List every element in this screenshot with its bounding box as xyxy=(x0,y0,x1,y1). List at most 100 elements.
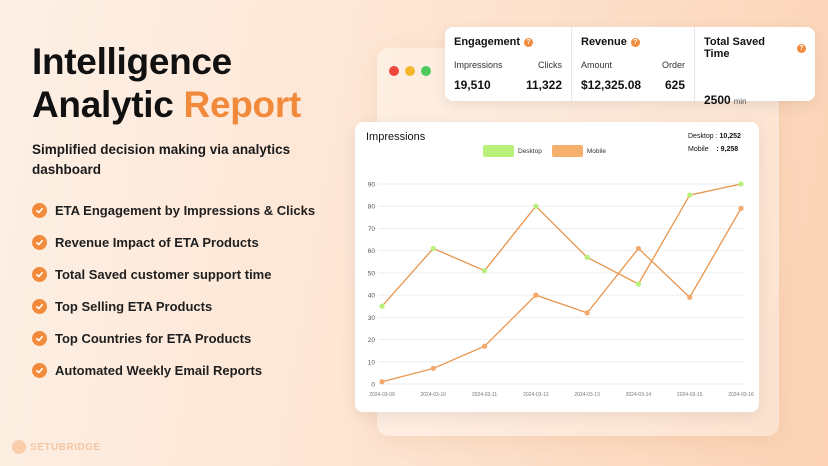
stats-card: Engagement? Impressions Clicks 19,510 11,3… xyxy=(445,27,815,107)
engagement-stat: Engagement? Impressions Clicks 19,510 11,3… xyxy=(445,27,572,101)
data-point-mobile xyxy=(430,365,436,372)
title-accent: Report xyxy=(183,84,302,125)
series-line-mobile xyxy=(381,208,742,383)
feature-label: ETA Engagement by Impressions & Clicks xyxy=(55,202,316,218)
feature-item: Automated Weekly Email Reports xyxy=(32,354,332,386)
maximize-dot-icon[interactable] xyxy=(421,66,431,76)
window-controls xyxy=(389,66,431,76)
data-point-desktop xyxy=(481,268,488,274)
order-value: 625 xyxy=(664,78,685,92)
legend-label: Mobile xyxy=(586,147,607,155)
data-point-mobile xyxy=(533,292,539,298)
check-icon xyxy=(32,202,47,218)
amount-label: Amount xyxy=(581,60,613,70)
chart-legend: Desktop Mobile xyxy=(483,145,606,157)
amount-value: $12,325.08 xyxy=(581,78,642,92)
data-point-desktop xyxy=(635,281,642,287)
y-tick-label: 10 xyxy=(368,359,376,366)
impressions-chart-card: 0 10 20 30 40 50 60 70 80 90 2024-03-09 2024-03-10 2… xyxy=(355,122,759,412)
engagement-title: Engagement xyxy=(454,36,521,48)
y-tick-label: 30 xyxy=(368,315,376,322)
saved-time-unit: min xyxy=(733,97,747,106)
x-tick-label: 2024-03-16 xyxy=(728,392,754,398)
help-icon[interactable]: ? xyxy=(797,43,806,53)
data-point-desktop xyxy=(379,303,385,309)
saved-time-stat: Total Saved Time? 2500 min xyxy=(695,27,815,107)
feature-label: Automated Weekly Email Reports xyxy=(55,362,263,378)
x-tick-label: 2024-03-13 xyxy=(574,392,600,398)
feature-list: ETA Engagement by Impressions & Clicks R… xyxy=(32,194,332,386)
impressions-chart: 0 10 20 30 40 50 60 70 80 90 2024-03-09 2024-03-10 2… xyxy=(368,181,754,398)
feature-item: ETA Engagement by Impressions & Clicks xyxy=(32,194,332,226)
brand-name: SETUBRIDGE xyxy=(30,441,101,453)
clicks-value: 11,322 xyxy=(525,78,562,92)
desktop-total-label: Desktop : xyxy=(688,133,718,140)
revenue-stat: Revenue? Amount Order $12,325.08 625 xyxy=(572,27,695,101)
feature-label: Top Countries for ETA Products xyxy=(55,330,252,346)
check-icon xyxy=(32,266,47,282)
check-icon xyxy=(32,298,47,314)
impressions-value: 19,510 xyxy=(454,78,491,92)
legend-item-mobile[interactable]: Mobile xyxy=(551,145,607,157)
mobile-total-value: : 9,258 xyxy=(716,146,739,153)
brand-logo: SETUBRIDGE xyxy=(12,440,101,454)
x-tick-label: 2024-03-14 xyxy=(626,392,652,398)
data-point-desktop xyxy=(430,245,436,252)
y-tick-label: 0 xyxy=(371,382,375,389)
feature-label: Top Selling ETA Products xyxy=(55,298,213,314)
series-line-desktop xyxy=(381,183,742,307)
y-tick-label: 50 xyxy=(368,270,376,277)
hero-subtitle: Simplified decision making via analytics… xyxy=(32,142,291,177)
title-line-1: Intelligence xyxy=(32,41,232,82)
legend-swatch xyxy=(551,145,583,157)
legend-label: Desktop xyxy=(518,147,542,155)
hero-title: Intelligence Analytic Report xyxy=(32,40,332,126)
data-point-mobile xyxy=(481,343,488,349)
chart-totals: Desktop : 10,252 Mobile : 9,258 xyxy=(688,130,741,156)
help-icon[interactable]: ? xyxy=(524,37,534,47)
x-tick-label: 2024-03-10 xyxy=(420,392,446,398)
revenue-title: Revenue xyxy=(581,36,627,48)
y-tick-label: 60 xyxy=(368,248,376,255)
feature-item: Top Selling ETA Products xyxy=(32,290,332,322)
data-point-desktop xyxy=(584,254,590,260)
x-tick-label: 2024-03-11 xyxy=(472,392,497,398)
y-tick-label: 90 xyxy=(368,182,376,189)
data-point-desktop xyxy=(738,181,744,187)
data-point-mobile xyxy=(687,294,693,300)
feature-label: Total Saved customer support time xyxy=(55,266,272,282)
data-point-mobile xyxy=(738,205,744,212)
saved-time-value: 2500 xyxy=(704,93,731,107)
y-tick-label: 70 xyxy=(368,226,376,233)
y-tick-label: 20 xyxy=(368,337,376,344)
y-tick-label: 40 xyxy=(368,293,376,300)
x-tick-label: 2024-03-15 xyxy=(677,392,703,398)
minimize-dot-icon[interactable] xyxy=(405,66,415,76)
data-point-mobile xyxy=(635,245,642,252)
feature-item: Top Countries for ETA Products xyxy=(32,322,332,354)
chart-title: Impressions xyxy=(366,131,426,143)
feature-item: Revenue Impact of ETA Products xyxy=(32,226,332,258)
mobile-total-label: Mobile xyxy=(688,146,709,153)
check-icon xyxy=(32,234,47,250)
y-tick-label: 80 xyxy=(368,204,376,211)
legend-item-desktop[interactable]: Desktop xyxy=(483,145,542,157)
data-point-mobile xyxy=(584,310,590,316)
data-point-desktop xyxy=(533,203,539,209)
feature-label: Revenue Impact of ETA Products xyxy=(55,234,259,250)
check-icon xyxy=(32,362,47,378)
help-icon[interactable]: ? xyxy=(630,37,640,47)
legend-swatch xyxy=(483,145,514,157)
close-dot-icon[interactable] xyxy=(389,66,399,76)
data-point-desktop xyxy=(687,192,693,198)
x-tick-label: 2024-03-12 xyxy=(523,392,549,398)
data-point-mobile xyxy=(379,379,385,385)
check-icon xyxy=(32,330,47,346)
x-tick-label: 2024-03-09 xyxy=(369,392,395,398)
order-label: Order xyxy=(661,60,685,70)
title-line-2: Analytic xyxy=(32,84,174,125)
hero: Intelligence Analytic Report Simplified … xyxy=(32,40,332,386)
clicks-label: Clicks xyxy=(538,60,562,70)
impressions-label: Impressions xyxy=(454,60,503,70)
brand-mark-icon xyxy=(12,440,26,454)
